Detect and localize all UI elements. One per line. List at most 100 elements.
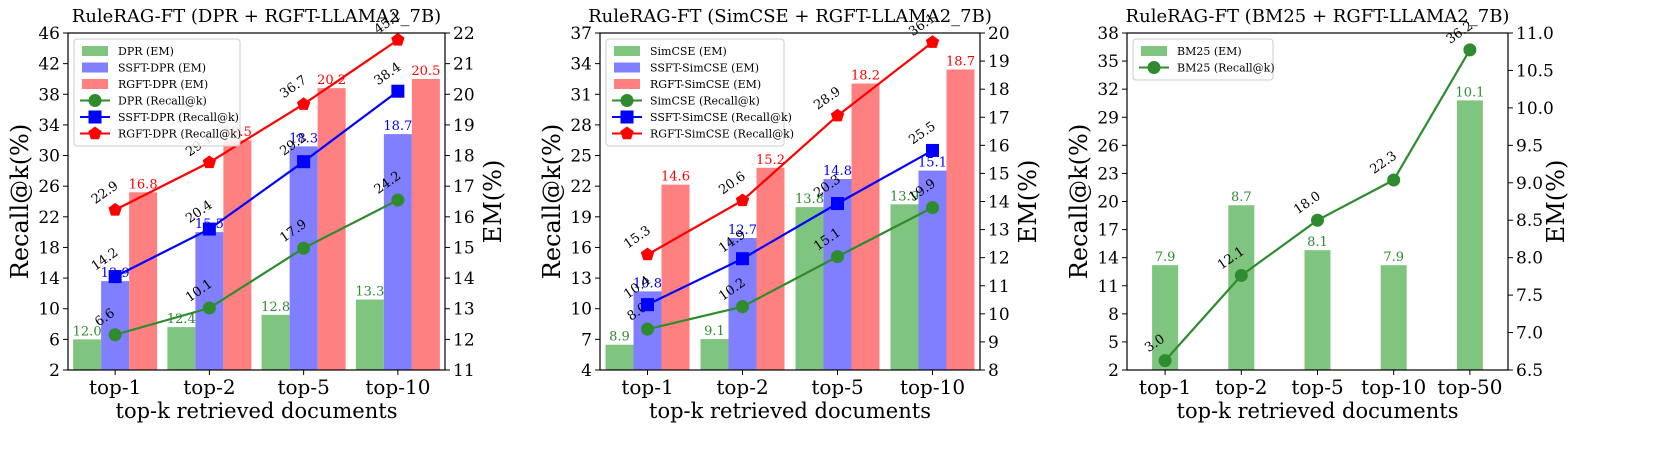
bar-rgft-2	[756, 167, 785, 370]
line-value-label: 22.3	[1368, 149, 1400, 178]
left-tick-label: 23	[1097, 164, 1119, 184]
line-marker-base-1	[641, 322, 654, 336]
left-tick-label: 2	[49, 361, 60, 381]
bar-sft-1	[101, 281, 130, 370]
legend-label: SSFT-DPR (Recall@k)	[118, 111, 239, 124]
legend-label: DPR (Recall@k)	[118, 95, 207, 108]
line-sft	[647, 149, 934, 306]
line-value-label: 38.4	[372, 60, 404, 89]
bar-value-label: 16.8	[129, 177, 158, 192]
left-tick-label: 8	[1108, 305, 1119, 325]
line-value-label: 22.9	[89, 179, 121, 208]
right-tick-label: 9.0	[1516, 174, 1543, 194]
line-marker-base-3	[297, 241, 311, 255]
left-tick-label: 19	[570, 208, 592, 228]
left-tick-label: 26	[38, 177, 60, 197]
legend-label: SSFT-DPR (EM)	[118, 62, 206, 75]
bar-rgft-4	[946, 69, 975, 370]
x-tick-label: top-10	[900, 375, 965, 399]
right-tick-label: 16	[453, 208, 475, 228]
legend-label: RGFT-SimCSE (Recall@k)	[650, 128, 794, 141]
bar-value-label: 10.1	[1455, 85, 1484, 100]
plot-frame	[67, 32, 446, 371]
chart-title: RuleRAG-FT (DPR + RGFT-LLAMA2_7B)	[72, 6, 441, 27]
left-tick-label: 14	[38, 269, 60, 289]
line-marker-sft-3	[831, 197, 844, 211]
legend-marker-base	[620, 94, 634, 107]
right-tick-label: 19	[453, 116, 475, 136]
line-rgft	[114, 38, 399, 211]
bar-value-label: 20.2	[317, 73, 346, 88]
bar-base-2	[1228, 205, 1255, 370]
legend: BM25 (EM) BM25 (Recall@k)	[1132, 38, 1275, 81]
right-tick-label: 9	[988, 333, 999, 353]
bar-base-2	[167, 327, 196, 370]
left-tick-label: 46	[38, 24, 60, 44]
x-tick-label: top-2	[1215, 375, 1267, 399]
x-tick-label: top-2	[716, 375, 768, 399]
left-tick-label: 35	[1097, 52, 1119, 72]
line-marker-base-4	[926, 201, 939, 215]
left-tick-label: 28	[570, 116, 592, 136]
line-marker-base-5	[1463, 43, 1477, 57]
bar-value-label: 12.8	[261, 300, 290, 315]
x-tick-label: top-5	[277, 375, 329, 399]
left-tick-label: 22	[570, 177, 592, 197]
right-tick-label: 16	[988, 136, 1010, 156]
line-value-label: 20.6	[716, 169, 748, 198]
bar-base-4	[1380, 265, 1407, 370]
chart-panel-1: 12.012.412.813.313.915.518.318.716.818.5…	[6, 6, 507, 423]
legend-marker-rgft	[620, 126, 634, 140]
right-tick-label: 17	[988, 108, 1010, 128]
left-tick-label: 37	[570, 24, 592, 44]
legend-label: BM25 (Recall@k)	[1177, 62, 1275, 75]
line-marker-rgft-4	[391, 32, 405, 46]
bar-rgft-4	[411, 78, 440, 371]
left-tick-label: 4	[581, 361, 592, 381]
right-tick-label: 10	[988, 305, 1010, 325]
bar-value-label: 12.4	[167, 312, 196, 327]
bar-value-label: 18.3	[289, 131, 318, 146]
right-tick-label: 6.5	[1516, 361, 1543, 381]
bar-value-label: 8.1	[1307, 235, 1328, 250]
bar-sft-3	[823, 179, 852, 370]
bar-value-label: 12.7	[728, 223, 757, 238]
right-tick-label: 18	[988, 80, 1010, 100]
right-axis-title: EM(%)	[1014, 160, 1042, 244]
left-tick-label: 34	[38, 116, 60, 136]
line-marker-base-4	[391, 193, 405, 207]
right-tick-label: 8.0	[1516, 249, 1543, 269]
line-sft	[114, 90, 399, 278]
left-tick-label: 18	[38, 238, 60, 258]
left-tick-label: 38	[1097, 24, 1119, 44]
left-axis-title: Recall@k(%)	[538, 124, 566, 279]
left-tick-label: 22	[38, 208, 60, 228]
bar-value-label: 8.7	[1231, 190, 1252, 205]
legend-label: SimCSE (EM)	[650, 45, 727, 58]
right-tick-label: 8	[988, 361, 999, 381]
line-marker-sft-4	[926, 143, 939, 157]
legend-label: SimCSE (Recall@k)	[650, 95, 760, 108]
line-marker-sft-1	[108, 270, 122, 284]
left-tick-label: 14	[1097, 249, 1119, 269]
left-tick-label: 5	[1108, 333, 1119, 353]
legend-swatch-base	[82, 46, 108, 56]
legend-label: SSFT-SimCSE (EM)	[650, 62, 759, 75]
legend-swatch-base	[1141, 46, 1167, 56]
left-axis-title: Recall@k(%)	[1065, 124, 1093, 279]
legend-box	[73, 38, 241, 147]
legend-box	[1132, 38, 1274, 81]
chart-title: RuleRAG-FT (BM25 + RGFT-LLAMA2_7B)	[1126, 6, 1510, 27]
line-base	[114, 199, 399, 336]
left-tick-label: 30	[38, 147, 60, 167]
legend-swatch-base	[614, 46, 640, 56]
right-tick-label: 13	[453, 300, 475, 320]
x-axis-title: top-k retrieved documents	[649, 399, 931, 423]
right-tick-label: 9.5	[1516, 136, 1543, 156]
x-axis-title: top-k retrieved documents	[1177, 399, 1459, 423]
right-tick-label: 10.5	[1516, 61, 1554, 81]
line-marker-base-2	[736, 300, 749, 314]
line-marker-base-1	[1158, 354, 1172, 368]
right-tick-label: 20	[453, 85, 475, 105]
right-tick-label: 15	[453, 238, 475, 258]
